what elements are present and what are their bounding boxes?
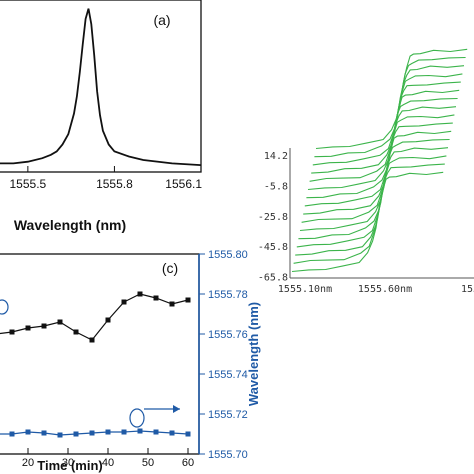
- panel-a-x-tick-label: 1555.8: [96, 177, 133, 191]
- panel-c-right-y-tick-label: 1555.74: [208, 369, 248, 381]
- panel-c-right-y-ticks: 1555.70 1555.72 1555.74 1555.76 1555.78 1555.…: [199, 249, 248, 461]
- panel-c-series-blue-line: [0, 430, 189, 436]
- panel-b: 14.2 -5.8 -25.8 -45.8 -65.8 1555.10nm 1555.6…: [258, 48, 474, 295]
- panel-c-series-black-marker: [169, 301, 175, 307]
- panel-c-right-y-tick-label: 1555.70: [208, 449, 248, 461]
- panel-c-series-blue-marker: [185, 431, 191, 437]
- panel-a-x-axis-label: Wavelength (nm): [14, 217, 126, 233]
- panel-c-series-blue-marker: [25, 429, 31, 435]
- panel-b-y-tick-label: -25.8: [258, 212, 288, 223]
- panel-c-series-black-marker: [57, 319, 63, 325]
- panel-c-x-axis-label: Time (min): [37, 458, 103, 473]
- panel-c-series-blue-marker: [73, 431, 79, 437]
- panel-c-series-blue-marker: [105, 429, 111, 435]
- panel-a-x-tick-label: 1556.1: [165, 177, 202, 191]
- panel-c-x-tick-label: 60: [182, 457, 194, 469]
- panel-c-series-blue-marker: [137, 428, 143, 434]
- panel-a-x-ticks: 1555.5 1555.8 1556.1: [10, 166, 202, 191]
- panel-c-right-y-tick-label: 1555.72: [208, 409, 248, 421]
- panel-c-x-ticks: 102030405060: [22, 448, 194, 469]
- panel-c: 102030405060 1555.701555.721555.741555.7…: [0, 249, 261, 473]
- panel-c-series-black-marker: [105, 317, 111, 323]
- panel-b-y-tick-label: -45.8: [258, 242, 288, 253]
- panel-b-trace-line: [298, 138, 450, 240]
- panel-c-right-y-tick-label: 1555.80: [208, 249, 248, 261]
- panel-b-trace-line: [315, 48, 468, 150]
- panel-c-series-black-line: [0, 293, 189, 341]
- panel-c-series-blue-markers: [9, 428, 191, 438]
- panel-c-series-black-marker: [137, 291, 143, 297]
- panel-c-series-black-marker: [25, 325, 31, 331]
- panel-c-blue-series-arrowhead-icon: [173, 405, 180, 413]
- panel-a-frame: [0, 0, 202, 173]
- panel-b-x-tick-label: 1556: [461, 284, 474, 295]
- panel-c-right-y-tick-label: 1555.78: [208, 289, 248, 301]
- panel-c-right-y-tick-label: 1555.76: [208, 329, 248, 341]
- panel-c-series-black-marker: [73, 329, 79, 335]
- panel-b-x-tick-label: 1555.60nm: [358, 284, 412, 295]
- panel-b-y-tick-label: -65.8: [258, 273, 288, 284]
- panel-b-y-tick-label: 14.2: [264, 151, 288, 162]
- panel-c-series-black-marker: [9, 329, 15, 335]
- panel-c-series-blue-marker: [169, 430, 175, 436]
- panel-c-series-black-marker: [89, 337, 95, 343]
- panel-b-y-tick-label: -5.8: [264, 181, 288, 192]
- panel-c-frame: [0, 253, 200, 455]
- panel-a-x-tick-label: 1555.5: [10, 177, 47, 191]
- panel-c-series-black-marker: [185, 297, 191, 303]
- panel-c-series-blue-marker: [121, 429, 127, 435]
- panel-c-x-tick-label: 50: [142, 457, 154, 469]
- panel-c-x-tick-label: 30: [62, 457, 74, 469]
- panel-a-spectrum-line: [0, 8, 202, 166]
- panel-a: 1555.5 1555.8 1556.1 (a) Wavelength (nm): [0, 0, 202, 233]
- panel-c-right-y-axis-label: Wavelength (nm): [246, 302, 261, 406]
- panel-c-x-tick-label: 40: [102, 457, 114, 469]
- panel-c-series-black-markers: [9, 291, 191, 343]
- panel-c-series-blue-marker: [57, 432, 63, 438]
- panel-c-series-blue-marker: [9, 431, 15, 437]
- panel-b-traces: [291, 48, 468, 273]
- panel-c-blue-series-indicator-circle: [129, 408, 145, 428]
- panel-b-y-ticks: 14.2 -5.8 -25.8 -45.8 -65.8: [258, 151, 288, 284]
- panel-b-trace-line: [291, 171, 444, 273]
- panel-b-x-tick-label: 1555.10nm: [278, 284, 332, 295]
- panel-c-series-blue-marker: [153, 429, 159, 435]
- panel-b-trace-line: [299, 130, 452, 232]
- panel-c-series-black-marker: [121, 299, 127, 305]
- panel-c-series-blue-marker: [41, 430, 47, 436]
- panel-c-series-black-marker: [41, 323, 47, 329]
- panel-a-label: (a): [153, 12, 170, 28]
- panel-c-series-blue-marker: [89, 430, 95, 436]
- panel-c-black-series-indicator-circle: [0, 299, 9, 315]
- panel-c-series-black-marker: [153, 295, 159, 301]
- panel-c-label: (c): [162, 260, 178, 276]
- panel-b-trace-line: [314, 56, 466, 158]
- panel-b-trace-line: [306, 97, 458, 199]
- panel-c-x-tick-label: 20: [22, 457, 34, 469]
